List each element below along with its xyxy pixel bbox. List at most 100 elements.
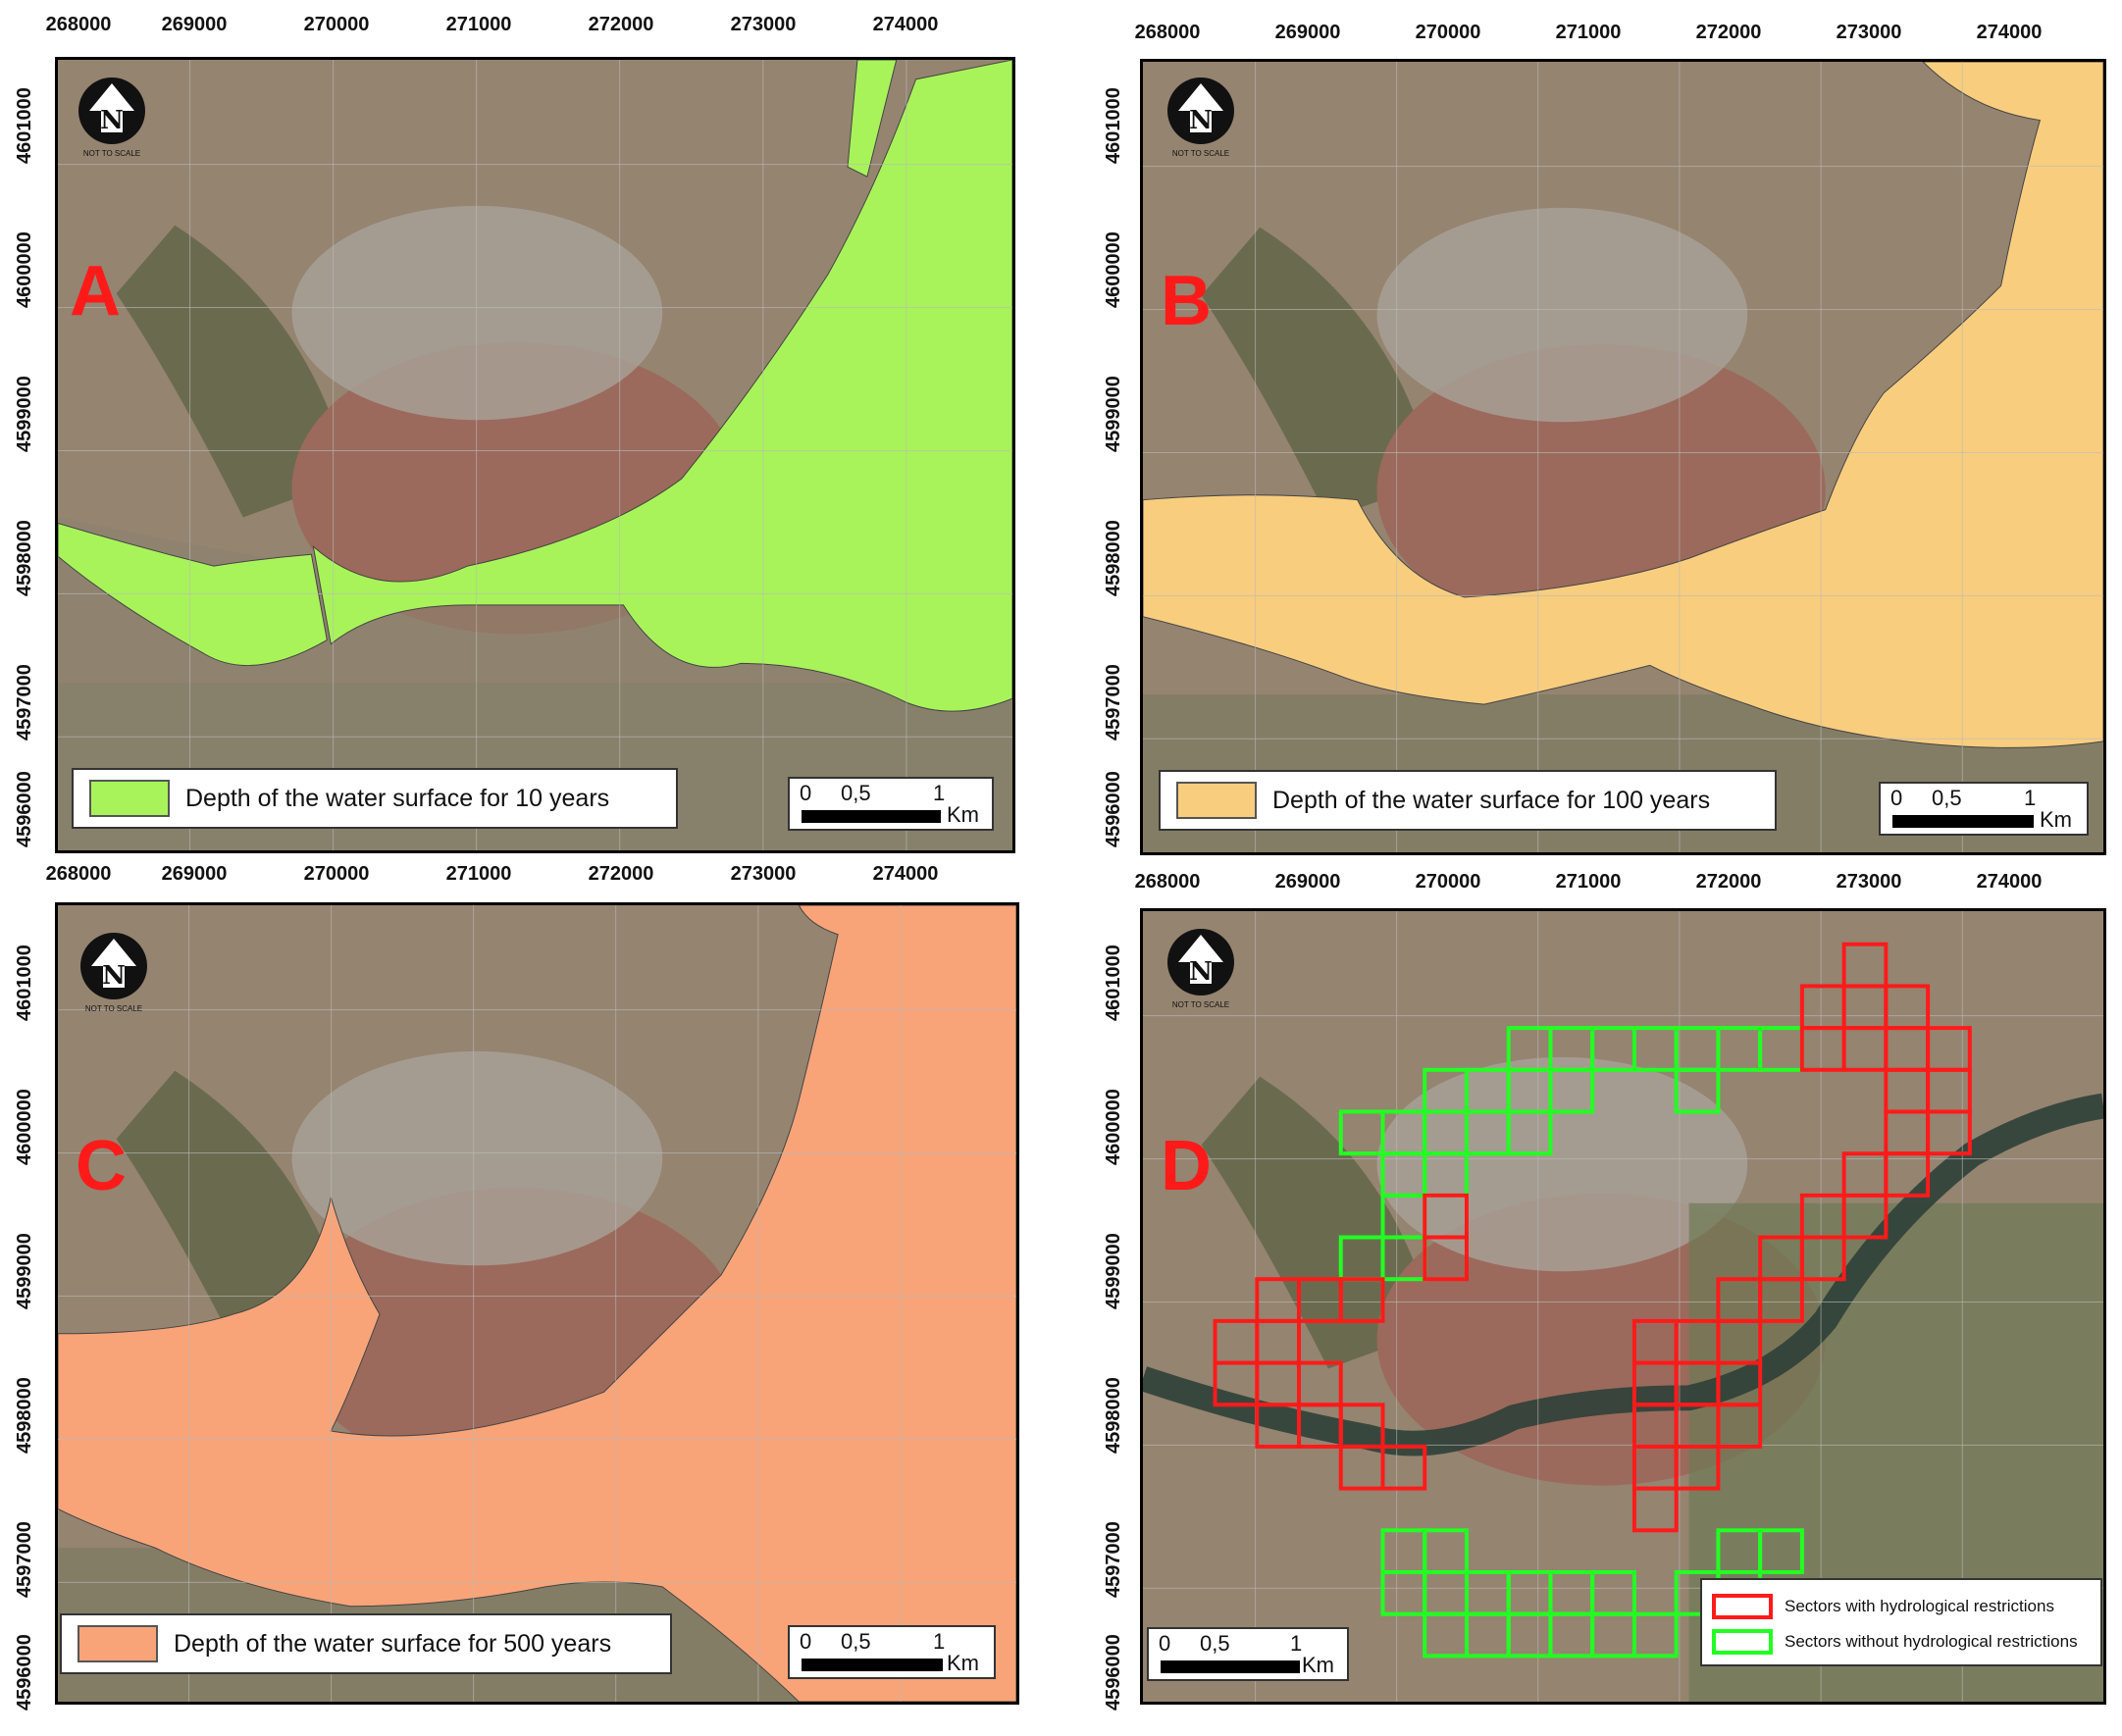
x-tick: 270000 bbox=[1415, 22, 1481, 43]
scale-label: 0,5 bbox=[1932, 786, 1962, 810]
scale-bar: 0 0,5 1 Km bbox=[1879, 782, 2089, 836]
scale-label: 1 bbox=[2024, 786, 2037, 810]
svg-text:NOT TO SCALE: NOT TO SCALE bbox=[83, 149, 140, 158]
x-tick: 274000 bbox=[872, 863, 939, 885]
y-tick: 4596000 bbox=[1103, 771, 1124, 847]
panel-letter: B bbox=[1161, 262, 1212, 340]
y-tick: 4598000 bbox=[1103, 1377, 1124, 1454]
x-tick: 274000 bbox=[872, 14, 939, 35]
x-tick: 272000 bbox=[1695, 22, 1762, 43]
x-tick: 268000 bbox=[1134, 871, 1201, 893]
scale-label: 0 bbox=[800, 1629, 812, 1654]
svg-text:NOT TO SCALE: NOT TO SCALE bbox=[1172, 1000, 1229, 1009]
scale-unit: Km bbox=[947, 802, 979, 827]
x-tick: 271000 bbox=[1555, 22, 1622, 43]
x-tick: 268000 bbox=[45, 14, 112, 35]
panel-letter: C bbox=[76, 1127, 127, 1205]
scale-label: 1 bbox=[933, 781, 946, 805]
x-tick: 271000 bbox=[445, 863, 512, 885]
x-tick: 269000 bbox=[1274, 871, 1341, 893]
legend-label: Depth of the water surface for 100 years bbox=[1272, 786, 1711, 814]
satellite-basemap bbox=[1143, 62, 2103, 852]
sector-cell-restricted bbox=[1423, 1193, 1469, 1240]
x-tick: 269000 bbox=[161, 863, 228, 885]
sector-cell-restricted bbox=[1841, 1193, 1889, 1240]
x-tick: 273000 bbox=[730, 863, 797, 885]
y-tick: 4601000 bbox=[1103, 87, 1124, 164]
scale-bar: 0 0,5 1 Km bbox=[788, 777, 994, 831]
panel-letter: D bbox=[1161, 1127, 1212, 1205]
y-tick: 4597000 bbox=[14, 664, 35, 740]
x-tick: 271000 bbox=[1555, 871, 1622, 893]
x-tick: 268000 bbox=[45, 863, 112, 885]
map-frame: B N NOT TO SCALE Depth of the water surf… bbox=[1140, 59, 2106, 855]
y-tick: 4599000 bbox=[1103, 376, 1124, 452]
y-tick: 4596000 bbox=[1103, 1634, 1124, 1710]
sector-cell-restricted bbox=[1926, 1109, 1972, 1156]
legend: Depth of the water surface for 100 years bbox=[1159, 770, 1777, 831]
sector-cell-restricted bbox=[1884, 1151, 1931, 1198]
x-tick: 270000 bbox=[303, 863, 370, 885]
scale-unit: Km bbox=[947, 1651, 979, 1675]
map-frame: C N NOT TO SCALE Depth of the water surf… bbox=[55, 902, 1019, 1705]
svg-text:N: N bbox=[102, 961, 126, 991]
y-tick: 4596000 bbox=[14, 1634, 35, 1710]
svg-text:N: N bbox=[1189, 957, 1213, 987]
map-frame: A N NOT TO SCALE Depth of the water surf… bbox=[55, 57, 1015, 853]
scale-bar: 0 0,5 1 Km bbox=[788, 1625, 996, 1679]
svg-text:N: N bbox=[1189, 106, 1213, 135]
legend-swatch-green bbox=[1712, 1629, 1773, 1655]
y-tick: 4599000 bbox=[14, 376, 35, 452]
scale-bar-line bbox=[802, 1659, 943, 1671]
north-arrow-icon: N NOT TO SCALE bbox=[1167, 77, 1234, 158]
sector-cell-restricted bbox=[1338, 1277, 1385, 1323]
x-tick: 274000 bbox=[1976, 22, 2043, 43]
x-tick: 271000 bbox=[445, 14, 512, 35]
legend-swatch bbox=[78, 1625, 158, 1662]
y-tick: 4600000 bbox=[14, 1089, 35, 1165]
x-tick: 270000 bbox=[1415, 871, 1481, 893]
y-tick: 4599000 bbox=[14, 1233, 35, 1309]
sector-cell-restricted bbox=[1716, 1403, 1763, 1449]
x-tick: 269000 bbox=[161, 14, 228, 35]
x-tick: 274000 bbox=[1976, 871, 2043, 893]
svg-text:N: N bbox=[100, 106, 124, 135]
sector-cell-restricted bbox=[1631, 1486, 1679, 1533]
x-tick: 272000 bbox=[588, 863, 654, 885]
north-arrow-icon: N NOT TO SCALE bbox=[80, 933, 147, 1013]
sector-cell-unrestricted bbox=[1674, 1067, 1721, 1114]
x-tick: 269000 bbox=[1274, 22, 1341, 43]
scale-bar: 0 0,5 1 Km bbox=[1147, 1627, 1349, 1681]
sector-cell-unrestricted bbox=[1548, 1067, 1595, 1114]
y-tick: 4600000 bbox=[1103, 231, 1124, 308]
y-tick: 4597000 bbox=[1103, 1521, 1124, 1598]
legend-swatch-red bbox=[1712, 1594, 1773, 1619]
y-tick: 4601000 bbox=[14, 945, 35, 1021]
y-tick: 4601000 bbox=[14, 87, 35, 164]
north-arrow-icon: N NOT TO SCALE bbox=[78, 77, 145, 158]
sector-cell-unrestricted bbox=[1631, 1611, 1679, 1659]
x-tick: 273000 bbox=[1836, 22, 1902, 43]
x-tick: 268000 bbox=[1134, 22, 1201, 43]
legend-label: Depth of the water surface for 500 years bbox=[174, 1629, 612, 1658]
legend-row-unrestricted: Sectors without hydrological restriction… bbox=[1712, 1629, 2078, 1655]
sector-cell-unrestricted bbox=[1758, 1528, 1804, 1574]
scale-bar-line bbox=[802, 810, 941, 823]
svg-text:NOT TO SCALE: NOT TO SCALE bbox=[1172, 149, 1229, 158]
sector-cell-restricted bbox=[1758, 1277, 1804, 1323]
scale-unit: Km bbox=[2040, 807, 2072, 832]
legend-row-restricted: Sectors with hydrological restrictions bbox=[1712, 1594, 2054, 1619]
scale-bar-line bbox=[1161, 1660, 1300, 1673]
scale-unit: Km bbox=[1302, 1653, 1334, 1677]
legend-swatch bbox=[89, 780, 170, 817]
legend: Depth of the water surface for 10 years bbox=[72, 768, 678, 829]
scale-label: 1 bbox=[1290, 1631, 1303, 1656]
legend-swatch bbox=[1176, 782, 1257, 819]
y-tick: 4599000 bbox=[1103, 1233, 1124, 1309]
map-frame: D N NOT TO SCALE Sectors with hydrologic… bbox=[1140, 908, 2106, 1705]
scale-label: 1 bbox=[933, 1629, 946, 1654]
x-tick: 273000 bbox=[730, 14, 797, 35]
satellite-basemap bbox=[58, 905, 1016, 1702]
sector-cell-restricted bbox=[1799, 1235, 1846, 1282]
x-tick: 272000 bbox=[588, 14, 654, 35]
